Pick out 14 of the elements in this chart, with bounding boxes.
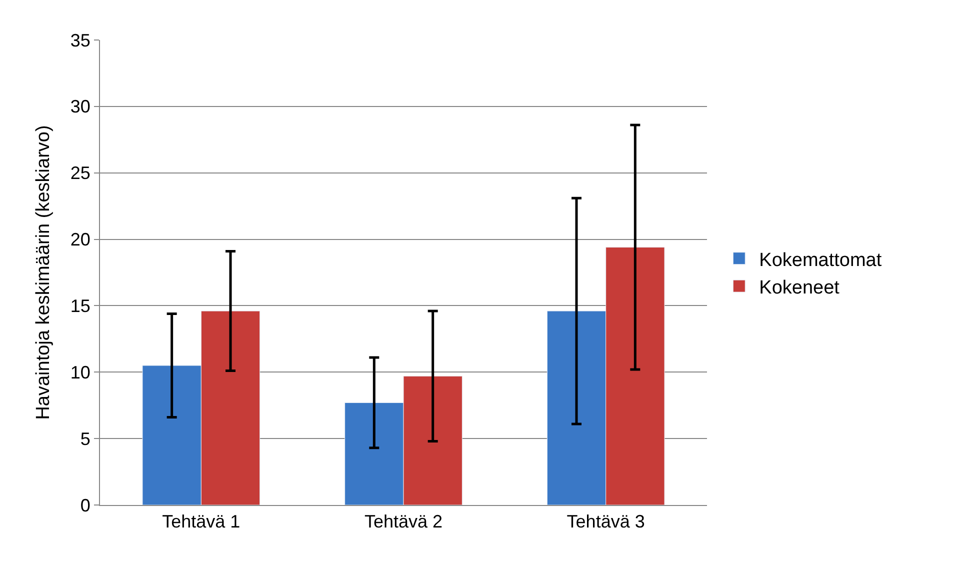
legend-label: Kokeneet: [759, 277, 840, 298]
y-tick-label: 5: [80, 428, 90, 449]
y-tick-label: 30: [70, 96, 90, 117]
y-tick-label: 25: [70, 163, 90, 184]
x-tick-label: Tehtävä 3: [566, 512, 645, 532]
x-tick-label: Tehtävä 2: [364, 512, 443, 532]
y-tick-label: 35: [70, 30, 90, 50]
y-tick-label: 0: [80, 495, 90, 516]
y-tick-label: 20: [70, 230, 90, 250]
y-tick-label: 10: [70, 362, 90, 382]
x-tick-label: Tehtävä 1: [162, 512, 240, 532]
legend-label: Kokemattomat: [759, 250, 882, 271]
y-tick-label: 15: [70, 296, 90, 316]
y-axis-title: Havaintoja keskimäärin (keskiarvo): [33, 125, 54, 420]
